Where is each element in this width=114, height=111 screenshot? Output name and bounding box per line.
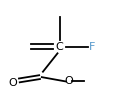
Text: O: O bbox=[8, 78, 17, 88]
Text: F: F bbox=[88, 42, 95, 52]
Text: C: C bbox=[55, 42, 63, 52]
Text: O: O bbox=[64, 76, 73, 86]
